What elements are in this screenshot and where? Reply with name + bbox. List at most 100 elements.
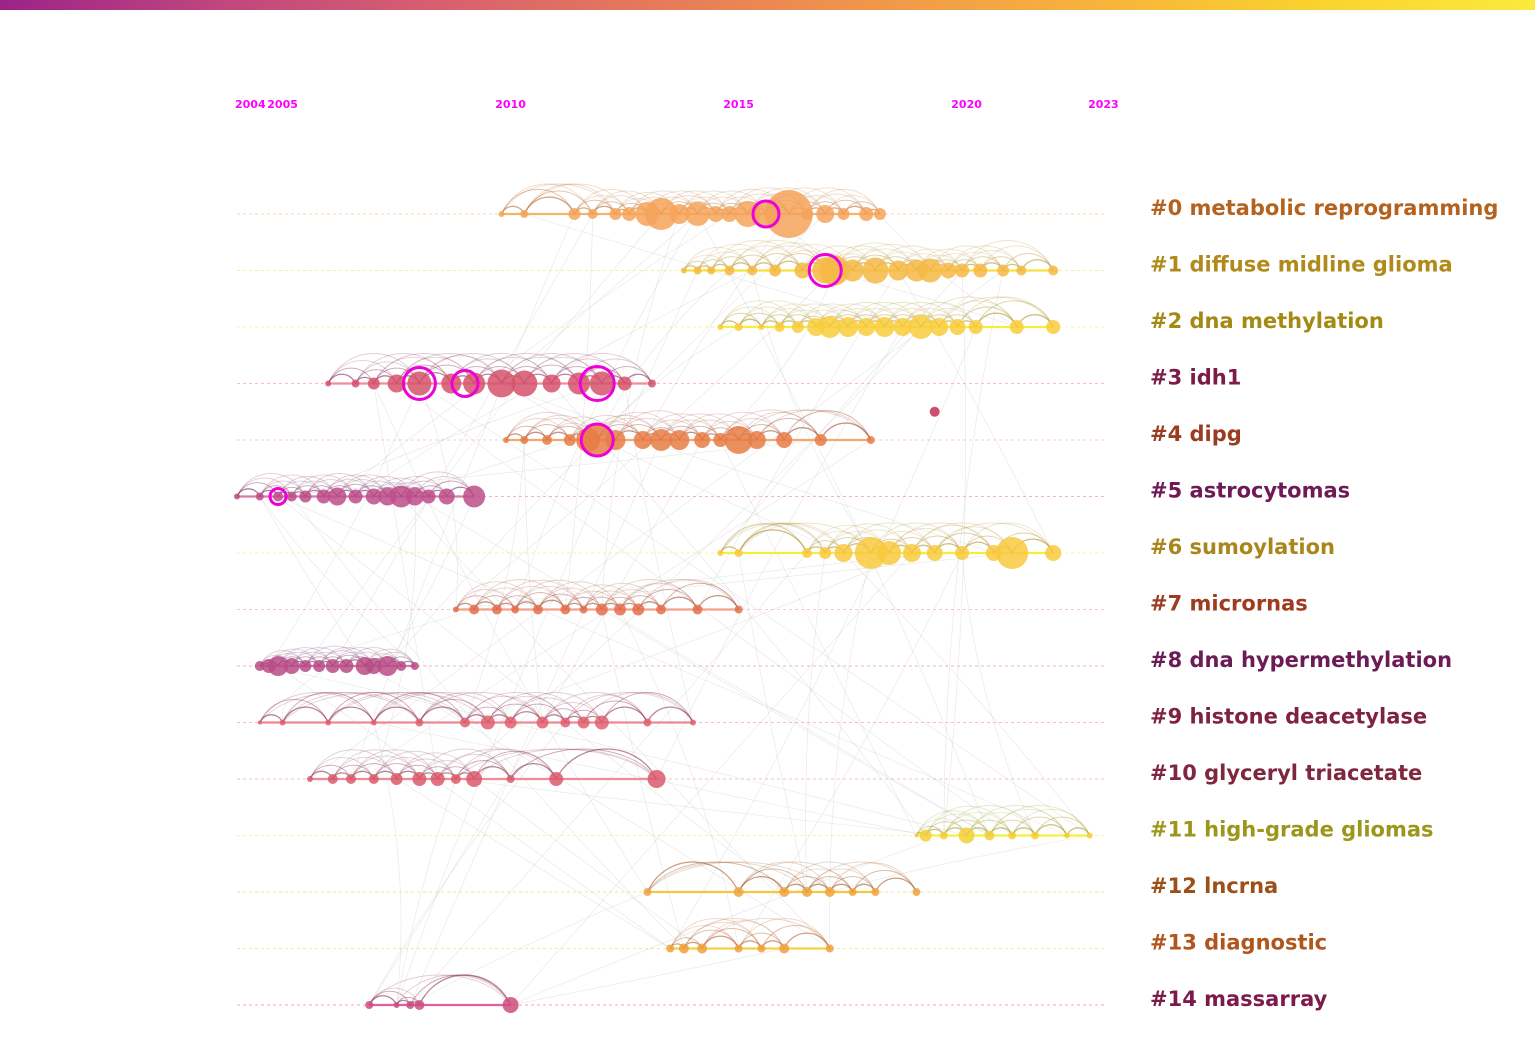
node: [542, 435, 553, 445]
citation-arc: [710, 248, 776, 271]
node: [542, 374, 561, 393]
node: [656, 604, 667, 615]
cluster-6: [717, 522, 1062, 569]
node: [818, 316, 841, 338]
node: [838, 317, 859, 337]
citation-arc: [979, 245, 1054, 271]
citation-arc: [455, 748, 657, 780]
citation-arc: [642, 413, 721, 441]
node: [1008, 831, 1017, 840]
citation-arc: [583, 582, 662, 610]
citation-arc: [418, 748, 512, 780]
node: [721, 206, 738, 222]
citation-arc: [501, 183, 594, 215]
citation-arc: [505, 418, 571, 441]
citation-arc: [719, 522, 826, 554]
burst-ring: [579, 422, 615, 458]
cross-cluster-link: [601, 609, 990, 836]
citation-arc: [934, 522, 1054, 554]
node: [747, 265, 758, 276]
citation-arc: [514, 586, 584, 610]
node: [680, 267, 687, 274]
cluster-label: #10 glyceryl triacetate: [1150, 761, 1422, 785]
node: [367, 377, 380, 390]
node: [693, 266, 702, 275]
cross-cluster-link: [277, 665, 671, 949]
node: [841, 259, 864, 282]
citation-arc: [455, 748, 557, 780]
citation-arc: [783, 410, 872, 441]
citation-arc: [418, 699, 489, 723]
node: [421, 489, 436, 504]
node: [348, 489, 363, 504]
node: [532, 604, 543, 615]
node: [415, 718, 424, 727]
citation-arc: [555, 748, 658, 780]
cross-cluster-link: [291, 609, 475, 667]
citation-arc: [583, 590, 639, 610]
node: [779, 943, 790, 954]
node: [450, 774, 461, 784]
citation-arc: [437, 754, 512, 780]
node: [632, 603, 645, 616]
citation-arc: [304, 473, 375, 497]
cross-cluster-link: [510, 948, 785, 1006]
cross-cluster-link: [642, 213, 790, 441]
citation-arc: [646, 861, 740, 893]
node: [707, 206, 724, 222]
node: [764, 190, 813, 238]
node: [609, 208, 622, 220]
citation-arc: [738, 868, 808, 893]
citation-arc: [779, 303, 849, 328]
cross-cluster-link: [897, 270, 1054, 554]
node: [279, 719, 286, 726]
node: [647, 770, 666, 788]
citation-arc: [938, 300, 1018, 328]
node: [438, 488, 455, 505]
node: [918, 258, 943, 283]
citation-arc: [487, 695, 566, 723]
cross-cluster-link: [501, 213, 698, 384]
node: [365, 658, 382, 674]
node: [412, 772, 427, 786]
citation-arc: [282, 706, 329, 723]
citation-arc: [988, 805, 1091, 836]
node: [633, 431, 652, 449]
node: [893, 318, 912, 336]
node: [463, 485, 486, 508]
citation-arc: [647, 861, 831, 893]
node: [1046, 320, 1061, 334]
node: [563, 434, 576, 446]
citation-arc: [396, 758, 457, 780]
node: [643, 718, 652, 727]
citation-arc: [806, 861, 917, 893]
node: [313, 660, 326, 672]
citation-arc: [346, 647, 402, 667]
node: [405, 487, 424, 506]
node: [351, 379, 360, 388]
burst-ring: [751, 199, 781, 229]
citation-arc: [373, 706, 420, 723]
citation-arc: [419, 692, 543, 723]
citation-arc: [368, 990, 411, 1006]
citation-arc: [783, 861, 876, 893]
citation-arc: [551, 358, 626, 384]
node: [647, 379, 656, 388]
node: [816, 205, 835, 223]
citation-arc: [829, 862, 917, 893]
node: [837, 208, 850, 220]
node: [678, 943, 689, 954]
citation-arc: [418, 974, 512, 1006]
cross-cluster-link: [473, 778, 703, 949]
citation-arc: [696, 595, 740, 610]
node: [594, 715, 609, 730]
citation-arc: [1011, 808, 1091, 836]
node: [939, 831, 948, 840]
citation-arc: [473, 579, 566, 610]
burst-ring: [450, 369, 480, 398]
citation-arc: [738, 861, 853, 893]
citation-arc: [510, 697, 584, 723]
cluster-8: [254, 645, 419, 676]
node: [857, 318, 876, 336]
node: [504, 716, 517, 729]
